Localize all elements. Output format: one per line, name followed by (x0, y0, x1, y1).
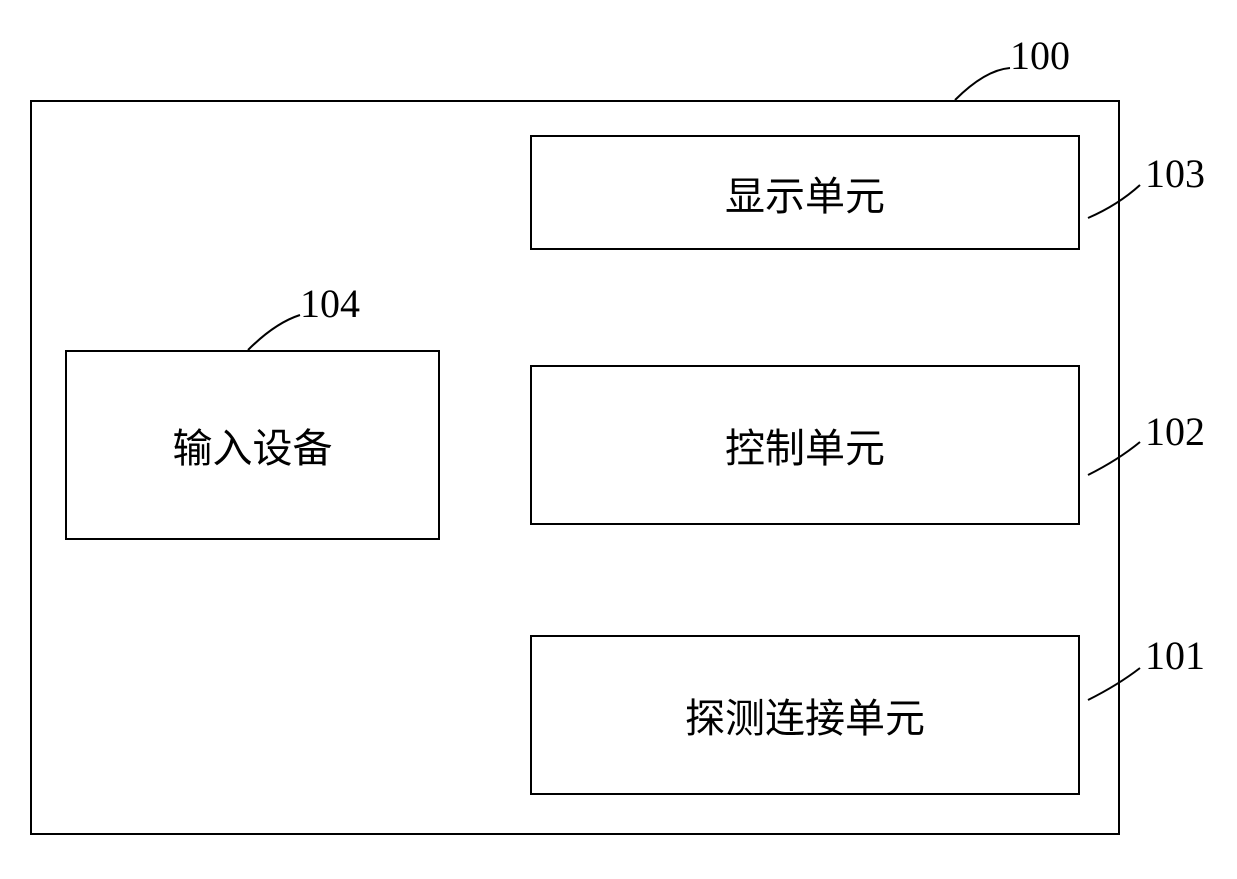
detection-unit-box: 探测连接单元 (530, 635, 1080, 795)
control-unit-text: 控制单元 (725, 416, 885, 474)
display-unit-box: 显示单元 (530, 135, 1080, 250)
display-unit-text: 显示单元 (725, 164, 885, 222)
input-device-label: 104 (300, 280, 360, 327)
input-device-text: 输入设备 (173, 416, 333, 474)
display-unit-label: 103 (1145, 150, 1205, 197)
detection-unit-text: 探测连接单元 (685, 686, 925, 744)
control-unit-box: 控制单元 (530, 365, 1080, 525)
input-device-box: 输入设备 (65, 350, 440, 540)
detection-unit-label: 101 (1145, 632, 1205, 679)
outer-box-label: 100 (1010, 32, 1070, 79)
control-unit-label: 102 (1145, 408, 1205, 455)
